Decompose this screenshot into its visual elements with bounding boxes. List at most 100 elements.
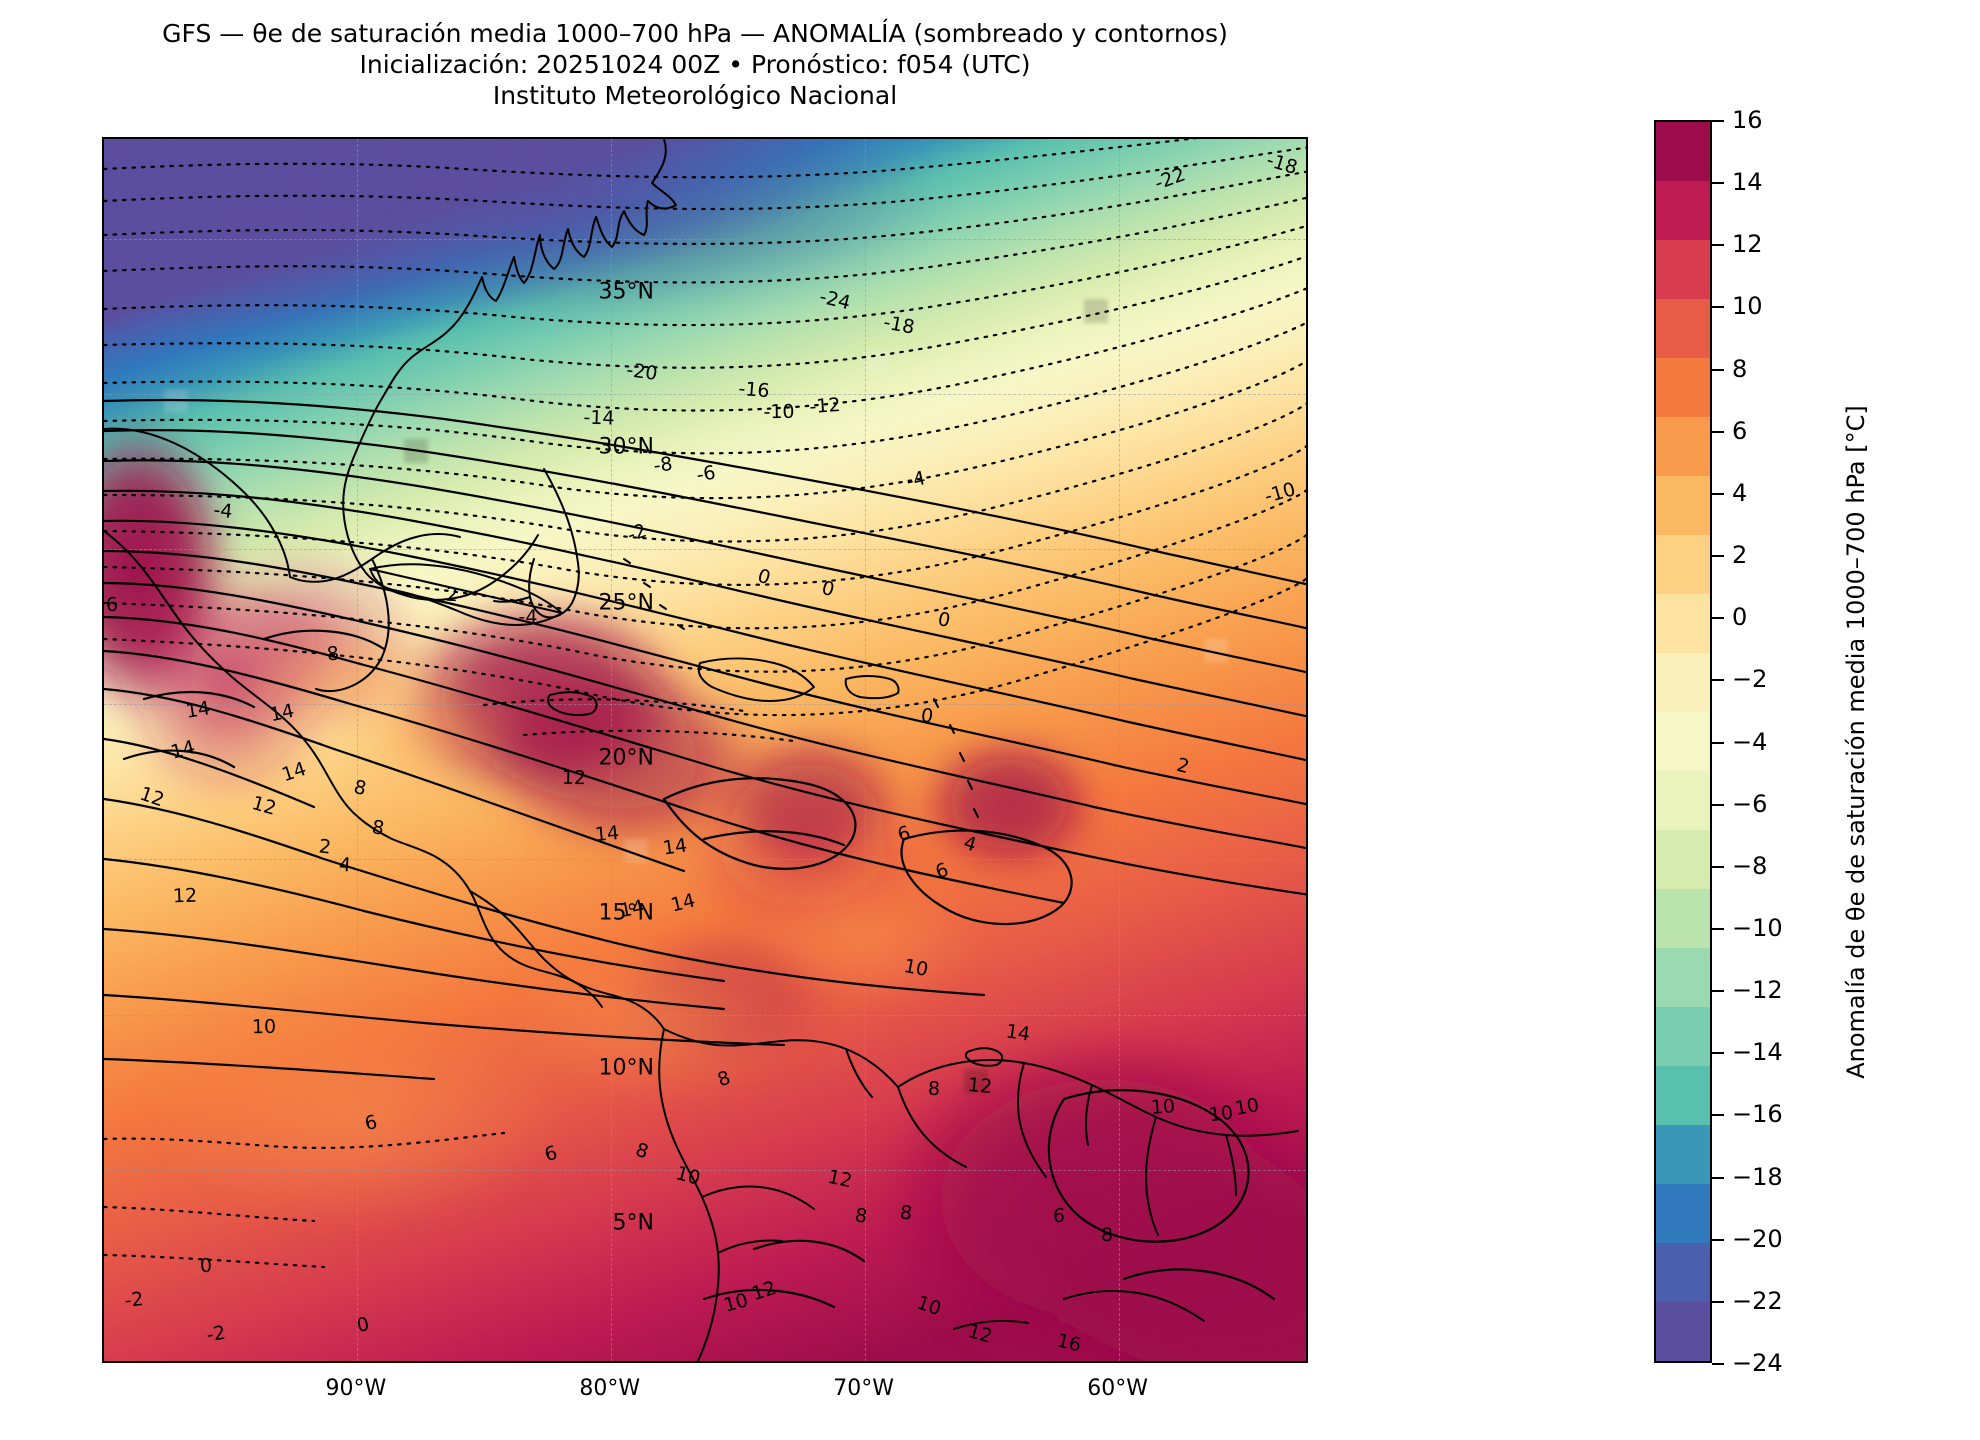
colorbar-tick-16: 16 xyxy=(1712,106,1763,134)
contour-label: 2 xyxy=(445,583,459,607)
contour-label: -2 xyxy=(123,1287,146,1312)
colorbar-tick--8: −8 xyxy=(1712,852,1767,880)
title-line-3: Instituto Meteorológico Nacional xyxy=(492,81,898,110)
contour-label: -14 xyxy=(583,406,615,430)
contour-lines xyxy=(104,139,1306,1309)
colorbar-label-text: Anomalía de θe de saturación media 1000–… xyxy=(1842,404,1870,1079)
gridline-lat-25n xyxy=(104,549,1306,550)
positive-contours xyxy=(104,398,1306,1309)
lat-tick-25°N: 25°N xyxy=(598,590,654,616)
contour-label: 0 xyxy=(754,564,774,589)
contour-label: 4 xyxy=(960,831,979,856)
colorbar-band-5 xyxy=(1656,417,1710,476)
contour-label: 8 xyxy=(325,642,340,666)
colorbar-band-7 xyxy=(1656,535,1710,594)
contour-label: 8 xyxy=(370,816,387,840)
colorbar-band-6 xyxy=(1656,476,1710,535)
gridline-lat-20n xyxy=(104,704,1306,705)
colorbar-band-15 xyxy=(1656,1007,1710,1066)
contour-label: 6 xyxy=(362,1110,379,1135)
contour-label: -18 xyxy=(881,311,917,339)
contour-label: -24 xyxy=(817,285,853,315)
lat-tick-15°N: 15°N xyxy=(598,900,654,926)
colorbar-tick--24: −24 xyxy=(1712,1349,1783,1377)
colorbar-band-11 xyxy=(1656,771,1710,830)
gridline-lon-60w xyxy=(1119,139,1120,1361)
colorbar-band-1 xyxy=(1656,181,1710,240)
contour-label: 10 xyxy=(1232,1094,1261,1121)
colorbar-tick-10: 10 xyxy=(1712,292,1763,320)
lat-tick-20°N: 20°N xyxy=(598,745,654,771)
contour-label: 8 xyxy=(714,1067,733,1092)
gridline-lon-80w xyxy=(611,139,612,1361)
colorbar-tick-14: 14 xyxy=(1712,168,1763,196)
contour-label: 12 xyxy=(749,1276,780,1305)
contour-label: 0 xyxy=(936,608,953,633)
colorbar-band-3 xyxy=(1656,299,1710,358)
lat-tick-10°N: 10°N xyxy=(598,1055,654,1081)
contour-label: 8 xyxy=(899,1201,914,1225)
colorbar-band-0 xyxy=(1656,122,1710,181)
colorbar-band-19 xyxy=(1656,1243,1710,1302)
colorbar-tick--4: −4 xyxy=(1712,728,1767,756)
colorbar-band-20 xyxy=(1656,1302,1710,1361)
contour-label: 6 xyxy=(932,859,952,884)
colorbar-tick-0: 0 xyxy=(1712,603,1747,631)
colorbar-tick--12: −12 xyxy=(1712,976,1783,1004)
contour-label: 0 xyxy=(818,576,837,602)
contour-label: 10 xyxy=(914,1291,945,1321)
contour-label: 2 xyxy=(1174,753,1192,779)
lat-tick-5°N: 5°N xyxy=(612,1210,654,1236)
contour-label: 4 xyxy=(338,853,352,877)
contour-label: -4 xyxy=(518,605,538,628)
contour-label: -2 xyxy=(624,519,650,547)
chart-title-block: GFS — θe de saturación media 1000–700 hP… xyxy=(0,18,1390,111)
contour-label: -16 xyxy=(737,378,771,403)
colorbar-tick-2: 2 xyxy=(1712,541,1747,569)
contour-label: 8 xyxy=(927,1077,941,1100)
colorbar-tick--6: −6 xyxy=(1712,790,1767,818)
contour-label: 14 xyxy=(168,736,198,765)
contour-label: -2 xyxy=(204,1321,227,1347)
gridline-lat-15n xyxy=(104,859,1306,860)
contour-label: 14 xyxy=(593,822,620,847)
contour-label: 12 xyxy=(561,767,586,790)
colorbar-tick--14: −14 xyxy=(1712,1038,1783,1066)
contour-label: -6 xyxy=(694,461,717,487)
negative-contours xyxy=(104,139,1306,1269)
title-line-1: GFS — θe de saturación media 1000–700 hP… xyxy=(162,19,1228,48)
gridline-lon-70w xyxy=(865,139,866,1361)
contour-label: 14 xyxy=(1004,1020,1032,1046)
contour-label: 8 xyxy=(1100,1223,1113,1246)
colorbar-tick-labels: 16 14 12 10 8 6 4 2 0 −2 −4 −6 −8 −10 −12 −14 −16 −18 −20 −… xyxy=(1712,106,1912,1377)
gridline-lat-5n xyxy=(104,1170,1306,1171)
contour-label: 10 xyxy=(902,954,931,981)
contour-label: 10 xyxy=(673,1161,703,1190)
contour-label: 16 xyxy=(1054,1329,1084,1357)
colorbar-band-9 xyxy=(1656,653,1710,712)
contour-label: 6 xyxy=(541,1141,560,1167)
contour-label: -10 xyxy=(1261,477,1298,508)
colorbar-tick--16: −16 xyxy=(1712,1100,1783,1128)
colorbar-tick--2: −2 xyxy=(1712,665,1767,693)
lat-tick-35°N: 35°N xyxy=(598,279,654,305)
contour-label: 6 xyxy=(104,593,119,616)
contour-label: 8 xyxy=(852,1204,869,1228)
colorbar-band-18 xyxy=(1656,1184,1710,1243)
colorbar-tick--10: −10 xyxy=(1712,914,1783,942)
contour-label: 14 xyxy=(267,699,296,727)
gridline-lat-35n xyxy=(104,239,1306,240)
contour-label: 6 xyxy=(1052,1204,1066,1228)
lat-tick-30°N: 30°N xyxy=(598,434,654,460)
contour-label: 12 xyxy=(826,1165,855,1193)
gridline-lat-10n xyxy=(104,1015,1306,1016)
colorbar[interactable] xyxy=(1654,120,1712,1363)
contour-label: 0 xyxy=(918,704,935,729)
colorbar-band-13 xyxy=(1656,889,1710,948)
contour-label: 12 xyxy=(966,1073,993,1098)
colorbar-tick-4: 4 xyxy=(1712,479,1747,507)
map-plot-area[interactable]: -22 -18 -24 -18 -20 -16 -14 -10 -12 -8 -6 -4 -10 -2 0 0… xyxy=(102,137,1308,1363)
contour-label: 10 xyxy=(1207,1101,1235,1126)
contour-label: 14 xyxy=(184,697,212,723)
colorbar-axis-label: Anomalía de θe de saturación media 1000–… xyxy=(1836,120,1876,1363)
